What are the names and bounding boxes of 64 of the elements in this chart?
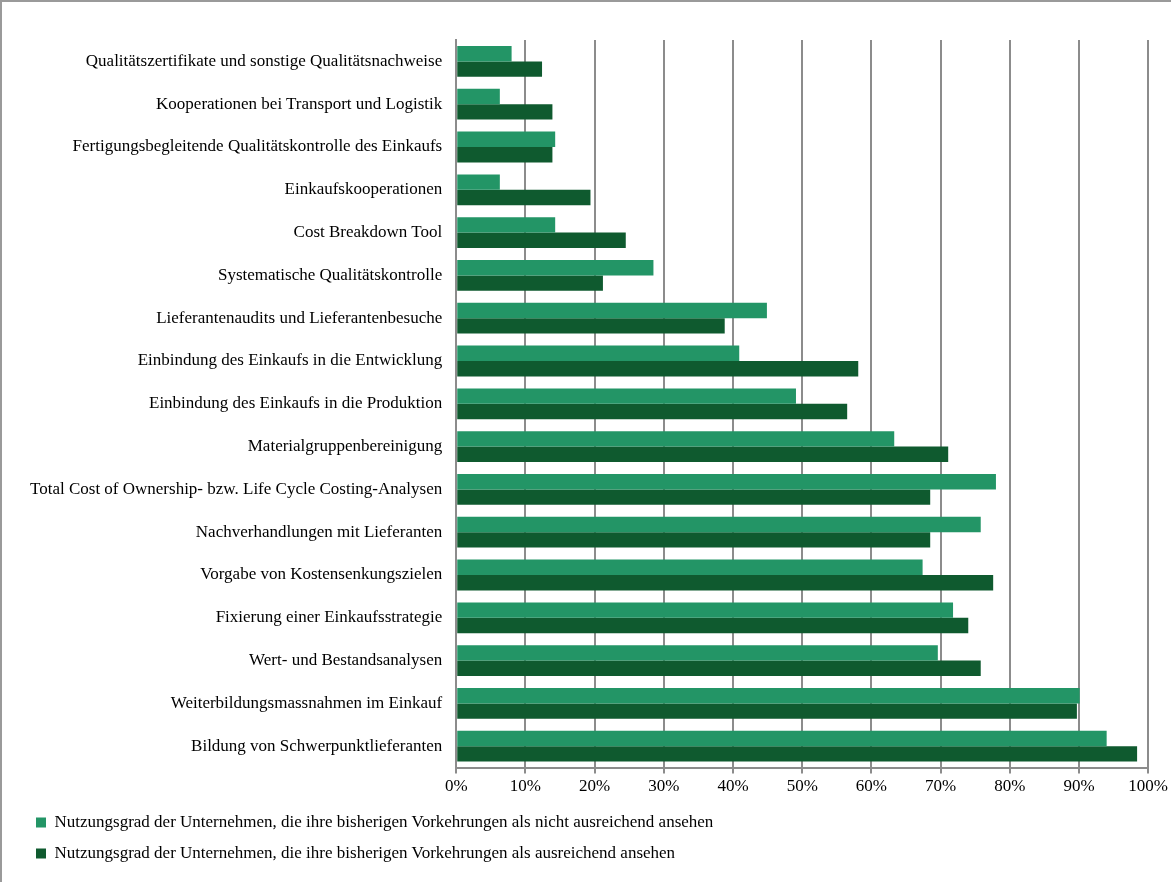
bar — [457, 645, 938, 661]
legend-label: Nutzungsgrad der Unternehmen, die ihre bisherigen Vorkehrungen als ausreichend ansehen — [54, 842, 676, 862]
bar — [457, 532, 931, 548]
y-tick-label: Cost Breakdown Tool — [293, 222, 443, 242]
y-tick-label: Kooperationen bei Transport und Logistik — [156, 93, 443, 113]
x-tick-label: 70% — [925, 776, 957, 796]
x-tick-label: 0% — [444, 776, 468, 796]
bar — [457, 302, 767, 319]
y-tick-label: Fertigungsbegleitende Qualitätskontrolle des Einkaufs — [72, 136, 443, 156]
bar — [457, 403, 848, 420]
bar — [457, 345, 740, 361]
x-tick-label: 50% — [786, 776, 818, 796]
y-tick-label: Total Cost of Ownership- bzw. Life Cycle Costing-Analysen — [29, 478, 443, 498]
bar — [457, 104, 553, 120]
y-tick-label: Wert- und Bestandsanalysen — [249, 650, 443, 670]
bar — [457, 703, 1077, 719]
bar — [457, 45, 512, 62]
bar — [457, 559, 923, 575]
bar — [457, 575, 994, 591]
bar — [457, 516, 981, 533]
y-tick-label: Einkaufskooperationen — [284, 179, 443, 199]
x-tick-label: 20% — [579, 776, 611, 796]
y-tick-label: Weiterbildungsmassnahmen im Einkauf — [170, 692, 443, 712]
y-tick-label: Fixierung einer Einkaufsstrategie — [215, 607, 443, 627]
y-tick-label: Nachverhandlungen mit Lieferanten — [195, 521, 443, 541]
y-tick-label: Vorgabe von Kostensenkungszielen — [200, 564, 443, 584]
x-tick-label: 40% — [717, 776, 749, 796]
y-tick-label: Materialgruppenbereinigung — [247, 436, 443, 456]
x-tick-label: 100% — [1128, 776, 1169, 796]
bar — [457, 730, 1107, 747]
bar — [457, 147, 553, 163]
y-tick-label: Bildung von Schwerpunktlieferanten — [191, 735, 443, 755]
y-tick-label: Einbindung des Einkaufs in die Entwicklung — [137, 350, 443, 370]
bar — [457, 617, 969, 634]
y-tick-label: Einbindung des Einkaufs in die Produktion — [149, 393, 443, 413]
x-tick-label: 80% — [994, 776, 1026, 796]
y-tick-label: Systematische Qualitätskontrolle — [217, 264, 443, 284]
bar — [457, 746, 1138, 762]
bar — [457, 232, 626, 249]
x-tick-label: 60% — [855, 776, 887, 796]
bar — [457, 318, 725, 334]
legend-label: Nutzungsgrad der Unternehmen, die ihre bisherigen Vorkehrungen als nicht ausreichend ansehen — [54, 811, 714, 831]
x-tick-label: 30% — [648, 776, 680, 796]
x-tick-label: 10% — [509, 776, 542, 796]
bar — [457, 259, 654, 276]
y-tick-label: Lieferantenaudits und Lieferantenbesuche — [156, 307, 443, 327]
bar — [457, 88, 500, 105]
bar — [457, 687, 1080, 704]
bar — [457, 489, 931, 505]
y-tick-label: Qualitätszertifikate und sonstige Qualitätsnachweise — [85, 50, 443, 70]
x-tick-label: 90% — [1063, 776, 1095, 796]
bar — [457, 388, 796, 404]
bar — [457, 131, 556, 147]
bar — [457, 660, 981, 677]
bar — [457, 446, 949, 463]
bar — [457, 61, 543, 77]
bar — [457, 431, 895, 447]
bar — [457, 602, 954, 618]
bar — [457, 189, 591, 206]
bar — [457, 275, 603, 291]
bar — [457, 174, 500, 190]
bar — [457, 473, 996, 490]
bar — [457, 217, 556, 233]
bar — [457, 361, 859, 377]
